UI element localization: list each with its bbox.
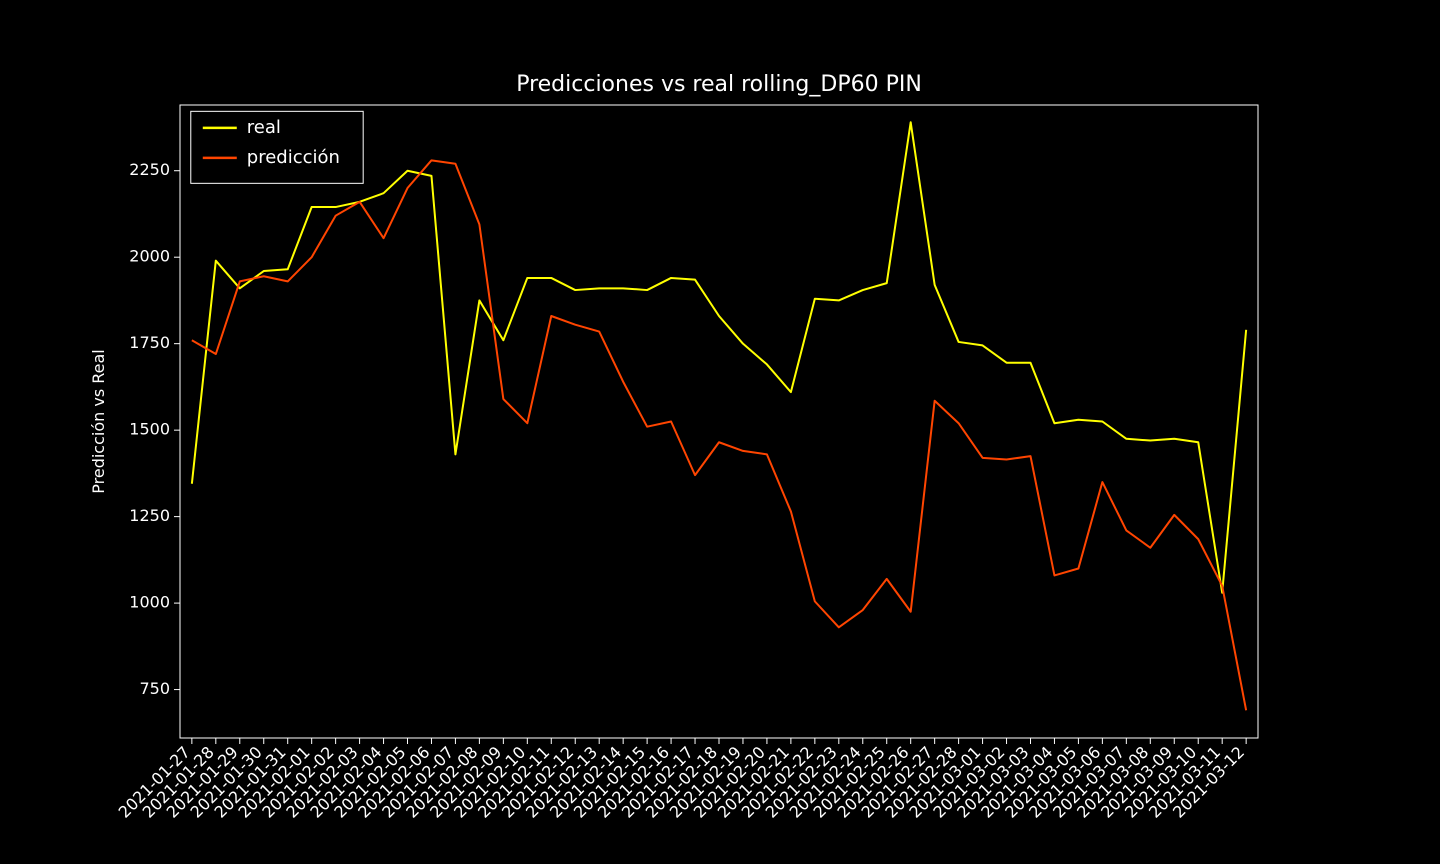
legend-label: predicción <box>247 147 340 168</box>
chart-svg: 7501000125015001750200022502021-01-27202… <box>0 0 1440 864</box>
y-tick-label: 1000 <box>129 593 170 612</box>
y-tick-label: 2250 <box>129 160 170 179</box>
y-tick-label: 750 <box>139 679 170 698</box>
y-tick-label: 1750 <box>129 333 170 352</box>
y-tick-label: 1250 <box>129 506 170 525</box>
y-tick-label: 1500 <box>129 420 170 439</box>
legend-label: real <box>247 117 281 138</box>
chart-title: Predicciones vs real rolling_DP60 PIN <box>516 72 922 97</box>
y-axis-label: Predicción vs Real <box>89 349 108 493</box>
y-tick-label: 2000 <box>129 247 170 266</box>
chart-container: 7501000125015001750200022502021-01-27202… <box>0 0 1440 864</box>
